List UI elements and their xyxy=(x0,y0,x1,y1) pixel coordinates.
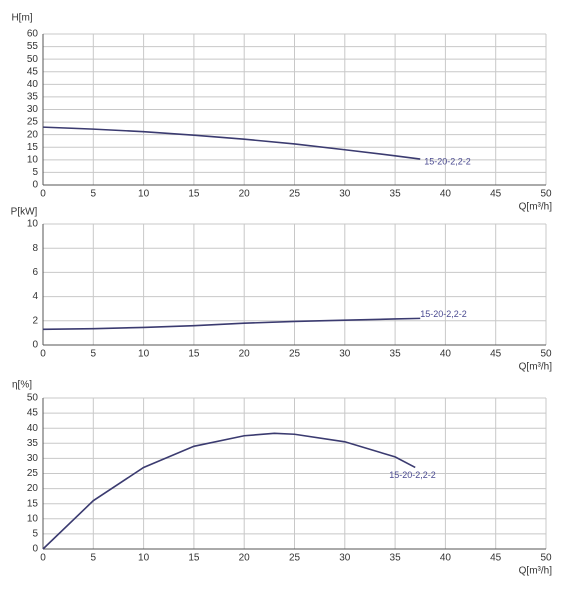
series-label: 15-20-2,2-2 xyxy=(389,470,436,480)
x-tick-label: 0 xyxy=(40,553,46,564)
x-tick-label: 20 xyxy=(239,189,251,200)
y-tick-label: 30 xyxy=(27,453,39,464)
x-tick-label: 20 xyxy=(239,349,251,360)
x-tick-label: 35 xyxy=(390,349,402,360)
y-tick-label: 20 xyxy=(27,129,39,140)
x-tick-label: 10 xyxy=(138,553,150,564)
x-tick-label: 10 xyxy=(138,189,150,200)
series-line xyxy=(42,126,421,160)
y-tick-label: 10 xyxy=(27,513,39,524)
y-tick-label: 10 xyxy=(27,219,39,230)
y-tick-label: 50 xyxy=(27,393,39,404)
x-tick-label: 35 xyxy=(390,189,402,200)
y-axis-title: η[%] xyxy=(12,380,32,391)
x-tick-label: 45 xyxy=(490,189,502,200)
y-tick-label: 25 xyxy=(27,468,39,479)
y-tick-label: 5 xyxy=(32,529,38,540)
series-line xyxy=(42,317,421,331)
x-tick-label: 30 xyxy=(339,349,351,360)
y-tick-label: 25 xyxy=(27,117,39,128)
x-tick-label: 35 xyxy=(390,553,402,564)
x-tick-label: 25 xyxy=(289,553,301,564)
x-tick-label: 40 xyxy=(440,553,452,564)
x-tick-label: 10 xyxy=(138,349,150,360)
y-tick-label: 50 xyxy=(27,54,39,65)
y-tick-label: 45 xyxy=(27,408,39,419)
y-tick-label: 4 xyxy=(32,291,38,302)
x-axis-title: Q[m³/h] xyxy=(519,566,553,577)
x-tick-label: 5 xyxy=(91,553,97,564)
x-tick-label: 5 xyxy=(91,189,97,200)
y-tick-label: 35 xyxy=(27,92,39,103)
y-tick-label: 45 xyxy=(27,66,39,77)
x-tick-label: 15 xyxy=(188,189,200,200)
x-tick-label: 0 xyxy=(40,189,46,200)
x-tick-label: 20 xyxy=(239,553,251,564)
x-tick-label: 40 xyxy=(440,189,452,200)
y-axis-title: P[kW] xyxy=(11,207,38,218)
y-tick-label: 15 xyxy=(27,142,39,153)
x-tick-label: 15 xyxy=(188,349,200,360)
x-tick-label: 45 xyxy=(490,553,502,564)
series-label: 15-20-2,2-2 xyxy=(424,156,471,166)
y-tick-label: 2 xyxy=(32,315,38,326)
x-tick-label: 0 xyxy=(40,349,46,360)
x-tick-label: 25 xyxy=(289,189,301,200)
y-tick-label: 60 xyxy=(27,29,39,40)
x-tick-label: 45 xyxy=(490,349,502,360)
x-tick-label: 30 xyxy=(339,553,351,564)
y-tick-label: 40 xyxy=(27,423,39,434)
x-tick-label: 25 xyxy=(289,349,301,360)
series-line xyxy=(42,432,416,550)
x-axis-title: Q[m³/h] xyxy=(519,202,553,213)
y-tick-label: 8 xyxy=(32,243,38,254)
x-tick-label: 50 xyxy=(540,189,552,200)
y-tick-label: 6 xyxy=(32,267,38,278)
x-tick-label: 50 xyxy=(540,553,552,564)
y-axis-title: H[m] xyxy=(11,13,32,24)
x-tick-label: 5 xyxy=(91,349,97,360)
x-tick-label: 15 xyxy=(188,553,200,564)
y-tick-label: 5 xyxy=(32,167,38,178)
y-tick-label: 0 xyxy=(32,340,38,351)
y-tick-label: 35 xyxy=(27,438,39,449)
x-tick-label: 50 xyxy=(540,349,552,360)
y-tick-label: 20 xyxy=(27,483,39,494)
y-tick-label: 55 xyxy=(27,41,39,52)
x-axis-title: Q[m³/h] xyxy=(519,362,553,373)
y-tick-label: 0 xyxy=(32,180,38,191)
x-tick-label: 30 xyxy=(339,189,351,200)
y-tick-label: 15 xyxy=(27,498,39,509)
x-tick-label: 40 xyxy=(440,349,452,360)
y-tick-label: 30 xyxy=(27,104,39,115)
series-label: 15-20-2,2-2 xyxy=(420,309,467,319)
y-tick-label: 10 xyxy=(27,154,39,165)
y-tick-label: 40 xyxy=(27,79,39,90)
y-tick-label: 0 xyxy=(32,544,38,555)
